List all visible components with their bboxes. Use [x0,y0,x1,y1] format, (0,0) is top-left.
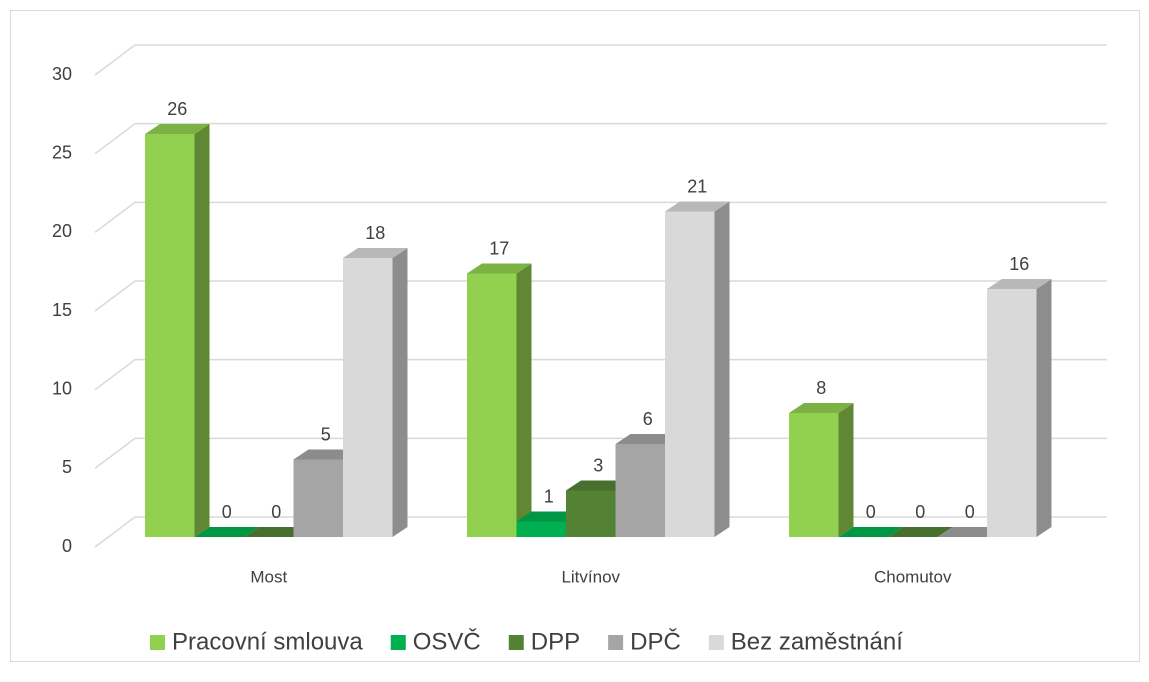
bar [566,490,616,537]
bar-side [838,403,854,537]
y-tick-label: 5 [62,457,72,477]
legend-label: Pracovní smlouva [172,628,363,655]
y-tick-label: 25 [52,142,72,162]
legend-label: DPP [531,628,580,655]
bar-top [244,527,309,537]
data-label: 0 [222,502,232,522]
bar-side [1036,279,1052,537]
data-label: 0 [915,502,925,522]
y-tick-label: 20 [52,221,72,241]
data-label: 16 [1009,254,1029,274]
x-tick-label: Litvínov [561,567,620,586]
bar [293,459,343,537]
bar [789,413,839,537]
bar-top [789,403,854,413]
bar-top [615,434,680,444]
data-label: 17 [489,238,509,258]
bar-top [343,248,408,258]
x-tick-label: Chomutov [874,567,952,586]
y-tick-label: 0 [62,536,72,556]
bar [615,444,665,537]
data-label: 21 [687,176,707,196]
bar-side [714,201,730,537]
bar-top [467,263,532,274]
bar [665,211,715,537]
legend-swatch [150,635,165,650]
data-label: 0 [965,502,975,522]
data-label: 1 [544,486,554,506]
data-label: 0 [866,502,876,522]
data-label: 5 [321,424,331,444]
y-tick-label: 15 [52,300,72,320]
grid-line [94,358,1107,391]
legend-label: OSVČ [413,627,481,655]
data-label: 18 [365,223,385,243]
bar [145,134,195,537]
data-label: 26 [167,99,187,119]
bar-top [194,527,259,537]
bar-side [194,124,210,537]
legend-swatch [508,635,524,650]
x-tick-label: Most [250,567,287,586]
data-label: 0 [271,502,281,522]
data-label: 6 [643,409,653,429]
bar-top [937,527,1002,537]
bar-top [293,449,358,460]
bar-side [392,248,408,537]
legend-swatch [608,635,624,650]
bar [987,289,1037,537]
y-tick-label: 10 [52,378,72,398]
bar-top [665,201,730,212]
y-tick-label: 30 [52,64,72,84]
grid-line [94,44,1107,76]
data-label: 3 [593,455,603,475]
bar-top [516,511,581,522]
grid-line [94,280,1107,312]
bar [343,258,393,537]
bar-side [516,263,532,537]
grid-line [94,201,1107,233]
grid-line [94,437,1107,469]
grid-line [94,122,1107,155]
bar-top [566,480,631,491]
bar-top [888,527,953,537]
legend-label: DPČ [630,627,681,655]
legend-swatch [708,635,724,650]
bar [467,273,517,537]
legend-label: Bez zaměstnání [731,628,903,655]
legend-swatch [390,635,406,650]
grid-line [94,516,1107,548]
bar-top [145,124,210,134]
bar-top [987,279,1052,289]
bar [516,521,566,537]
data-label: 8 [816,378,826,398]
bar-top [838,527,903,537]
